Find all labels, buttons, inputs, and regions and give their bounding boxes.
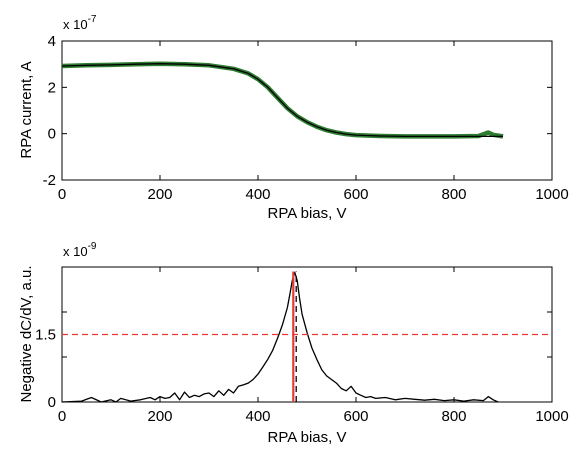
top-x-tick-label: 400 <box>245 186 270 203</box>
bottom-x-tick-label: 1000 <box>535 408 568 425</box>
bottom-ticks <box>61 266 553 403</box>
top-x-tick-label: 800 <box>441 186 466 203</box>
bottom-y-tick-labels: 01.5 <box>35 327 56 412</box>
bottom-x-axis-label: RPA bias, V <box>268 429 347 446</box>
bottom-y-multiplier-base: x 10 <box>63 244 88 259</box>
bottom-x-tick-label: 600 <box>343 408 368 425</box>
bottom-x-tick-labels: 0 200 400 600 800 1000 <box>58 408 569 425</box>
bottom-x-tick-label: 0 <box>58 408 66 425</box>
top-y-multiplier: x 10-7 <box>63 14 97 32</box>
top-x-tick-label: 1000 <box>535 186 568 203</box>
top-x-tick-label: 0 <box>58 186 66 203</box>
top-plot-frame <box>61 40 553 181</box>
top-y-tick-labels: -2 0 2 4 <box>43 33 56 189</box>
top-y-axis-label: RPA current, A <box>18 61 35 158</box>
top-series-fit <box>61 63 503 138</box>
bottom-y-axis-label: Negative dC/dV, a.u. <box>18 265 35 402</box>
top-series-measured <box>61 61 504 139</box>
bottom-x-tick-label: 800 <box>441 408 466 425</box>
top-ticks <box>61 40 553 181</box>
bottom-y-multiplier-exponent: -9 <box>88 241 97 252</box>
bottom-series <box>61 271 552 403</box>
top-x-tick-label: 200 <box>147 186 172 203</box>
top-y-tick-label: 2 <box>48 79 56 96</box>
top-x-tick-labels: 0 200 400 600 800 1000 <box>58 186 569 203</box>
top-series <box>61 61 504 139</box>
top-y-multiplier-exponent: -7 <box>88 14 97 25</box>
top-x-tick-label: 600 <box>343 186 368 203</box>
bottom-series-derivative <box>61 271 499 403</box>
top-y-multiplier-base: x 10 <box>63 17 88 32</box>
bottom-y-tick-label: 1.5 <box>35 327 56 344</box>
bottom-x-tick-label: 200 <box>147 408 172 425</box>
bottom-x-tick-label: 400 <box>245 408 270 425</box>
bottom-y-tick-label: 0 <box>48 394 56 411</box>
top-y-tick-label: 4 <box>48 33 56 50</box>
top-y-tick-label: 0 <box>48 126 56 143</box>
top-x-axis-label: RPA bias, V <box>268 205 347 222</box>
bottom-y-multiplier: x 10-9 <box>63 241 97 259</box>
bottom-chart: 0 200 400 600 800 1000 01.5 RPA bias, V Negat… <box>18 241 569 446</box>
top-y-tick-label: -2 <box>43 172 56 189</box>
